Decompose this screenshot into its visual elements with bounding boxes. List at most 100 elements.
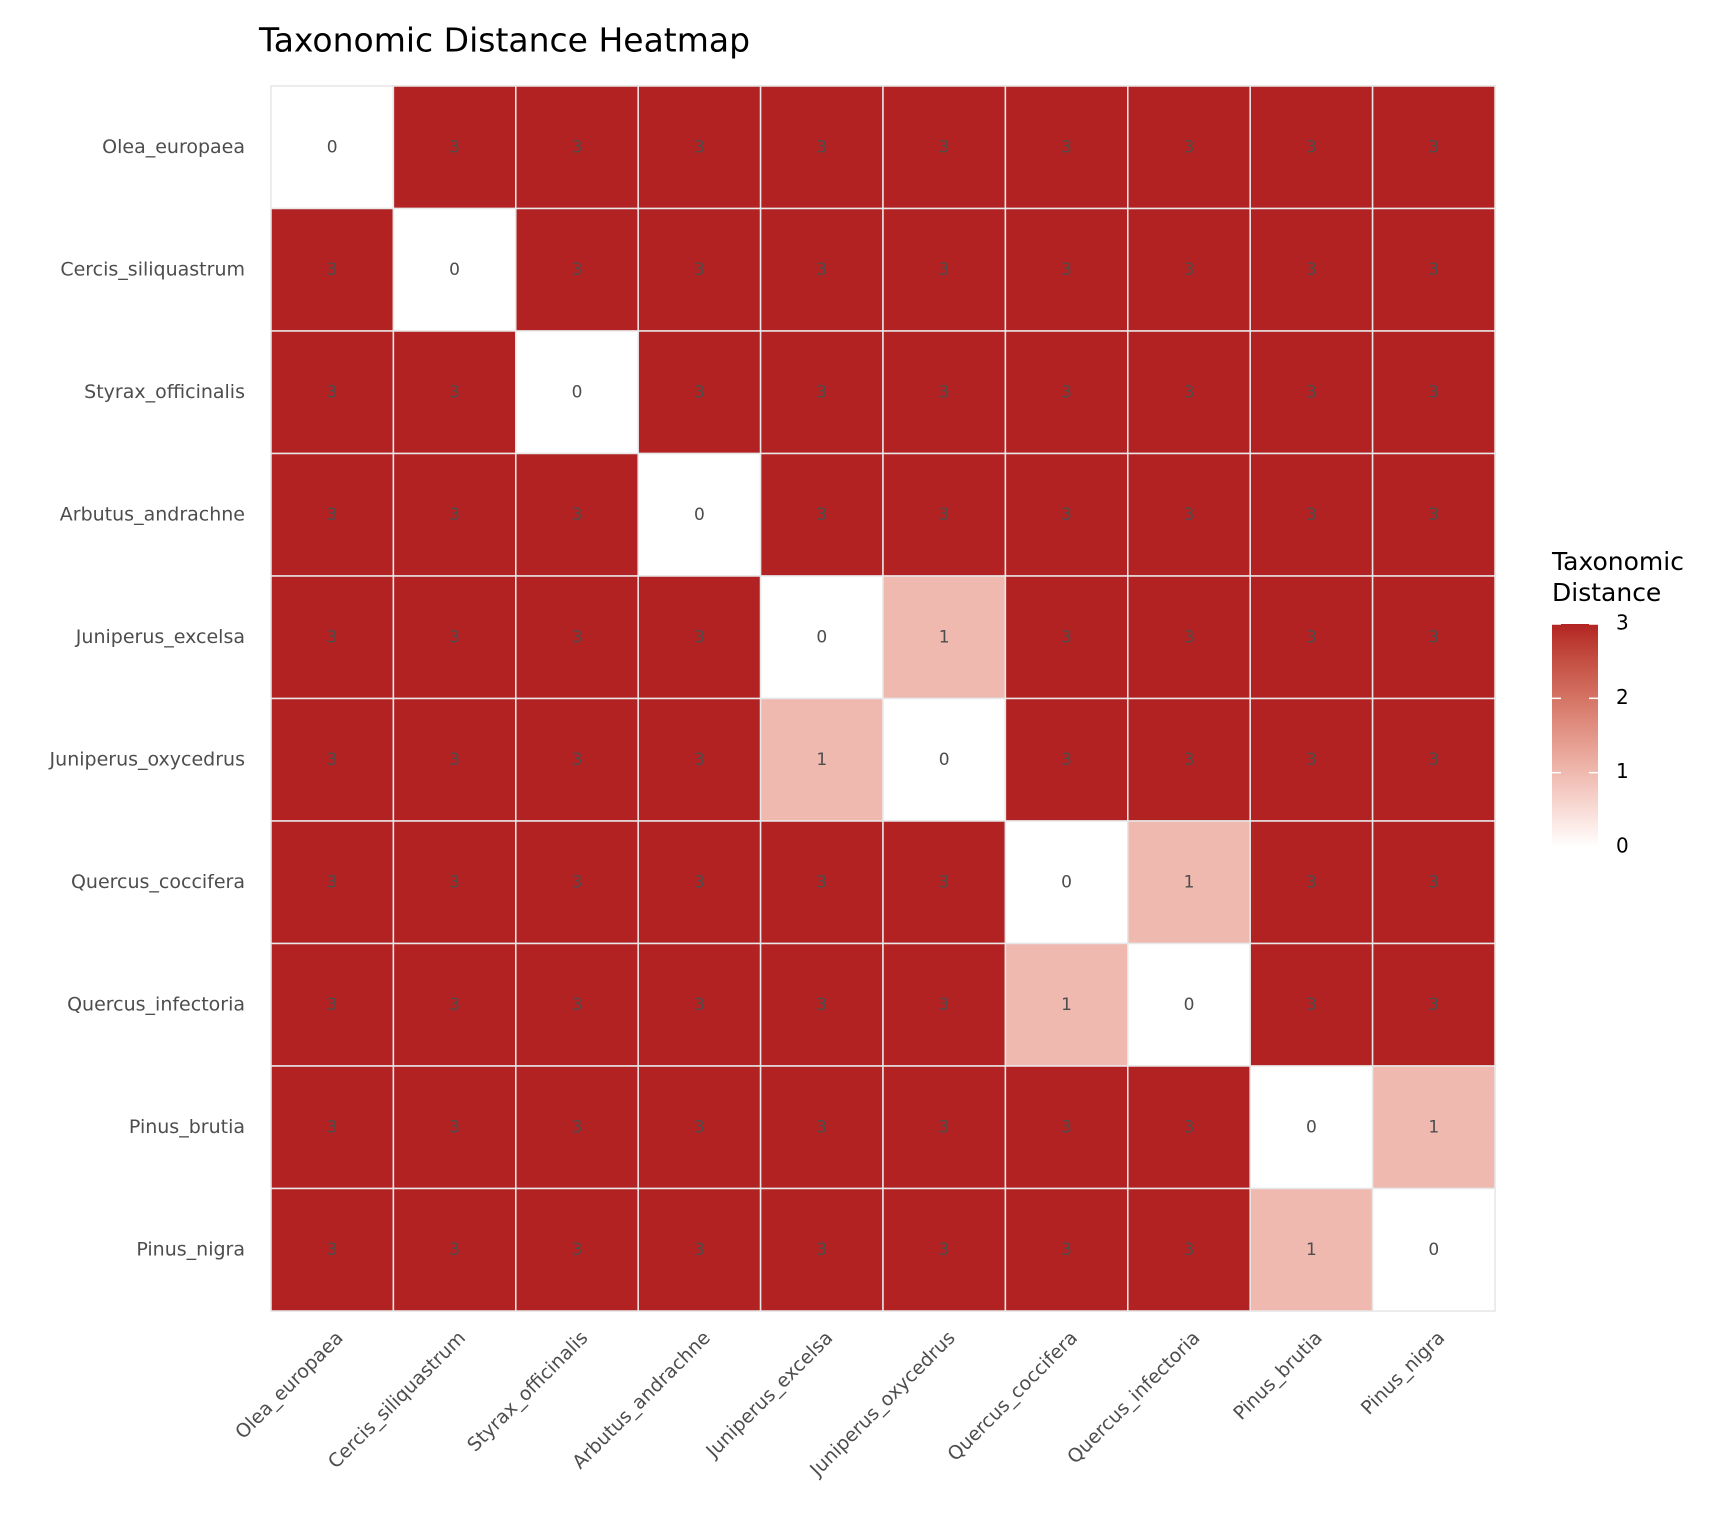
cell-label: 3	[1428, 137, 1439, 157]
cell-label: 3	[449, 505, 460, 525]
heatmap-cell	[270, 330, 395, 455]
heatmap-cell	[270, 1065, 395, 1190]
cell-label: 3	[327, 872, 338, 892]
heatmap-cell	[515, 697, 639, 822]
heatmap-cell	[1249, 330, 1374, 455]
heatmap-cell	[1371, 942, 1496, 1067]
cell-label: 3	[1184, 627, 1195, 647]
heatmap-cell	[1371, 330, 1496, 455]
heatmap-cell	[1004, 1065, 1129, 1190]
cell-label: 3	[1061, 1117, 1072, 1137]
heatmap-cell	[637, 942, 762, 1067]
heatmap-cell	[1249, 452, 1374, 577]
cell-label: 3	[572, 137, 583, 157]
heatmap-cell	[392, 1187, 517, 1312]
cell-label: 3	[449, 1117, 460, 1137]
cell-label: 3	[572, 505, 583, 525]
cell-label: 3	[1306, 137, 1317, 157]
cell-label: 3	[572, 872, 583, 892]
heatmap-cell	[1127, 452, 1251, 577]
heatmap-cell	[270, 575, 395, 700]
cell-label: 3	[1184, 750, 1195, 770]
cell-label: 3	[939, 505, 950, 525]
cell-label: 3	[449, 627, 460, 647]
cell-label: 3	[327, 260, 338, 280]
cell-label: 1	[1061, 995, 1072, 1015]
heatmap-cell	[759, 452, 884, 577]
cell-label: 3	[694, 382, 705, 402]
heatmap-cell	[1127, 207, 1251, 332]
y-tick-label: Arbutus_andrachne	[60, 503, 245, 525]
heatmap-cell	[392, 330, 517, 455]
cell-label: 3	[939, 260, 950, 280]
heatmap-cell	[882, 1065, 1007, 1190]
chart-title: Taxonomic Distance Heatmap	[258, 21, 750, 60]
cell-label: 0	[1061, 872, 1072, 892]
heatmap-cell	[882, 697, 1007, 822]
heatmap-cell	[1004, 1187, 1129, 1312]
cell-label: 3	[694, 137, 705, 157]
cell-label: 3	[1184, 1117, 1195, 1137]
cell-label: 3	[572, 995, 583, 1015]
cell-label: 3	[816, 1117, 827, 1137]
cell-label: 3	[449, 995, 460, 1015]
cell-label: 3	[816, 137, 827, 157]
cell-label: 3	[327, 750, 338, 770]
heatmap-cell	[1127, 942, 1251, 1067]
heatmap-cell	[515, 1065, 639, 1190]
x-tick-label: Styrax_officinalis	[463, 1327, 592, 1456]
cell-label: 3	[1428, 260, 1439, 280]
cell-label: 3	[1184, 505, 1195, 525]
cell-label: 3	[1184, 1240, 1195, 1260]
cell-label: 3	[939, 995, 950, 1015]
heatmap-cell	[759, 575, 884, 700]
heatmap-cell	[1371, 85, 1496, 210]
heatmap-cell	[270, 452, 395, 577]
cell-label: 3	[327, 505, 338, 525]
heatmap-cell	[1249, 1187, 1374, 1312]
cell-label: 3	[1306, 382, 1317, 402]
cell-label: 3	[939, 137, 950, 157]
heatmap-cell	[392, 452, 517, 577]
colorbar	[1552, 624, 1598, 847]
cell-label: 3	[572, 1117, 583, 1137]
cell-label: 3	[816, 382, 827, 402]
heatmap-cell	[759, 207, 884, 332]
heatmap-cell	[1371, 1187, 1496, 1312]
y-tick-label: Cercis_siliquastrum	[60, 258, 245, 280]
cell-label: 0	[1184, 995, 1195, 1015]
heatmap-cell	[882, 207, 1007, 332]
cell-label: 3	[1061, 505, 1072, 525]
heatmap-cell	[270, 820, 395, 945]
cell-label: 3	[694, 872, 705, 892]
cell-label: 3	[939, 1240, 950, 1260]
heatmap-cell	[1127, 820, 1251, 945]
cell-label: 3	[694, 750, 705, 770]
heatmap-cell	[392, 207, 517, 332]
y-tick-label: Pinus_brutia	[129, 1116, 245, 1138]
cell-label: 3	[694, 1117, 705, 1137]
heatmap-cell	[759, 697, 884, 822]
cell-label: 3	[449, 750, 460, 770]
cell-label: 0	[572, 382, 583, 402]
heatmap-cell	[637, 575, 762, 700]
cell-label: 3	[449, 1240, 460, 1260]
cell-label: 3	[1061, 382, 1072, 402]
y-tick-label: Olea_europaea	[102, 136, 245, 158]
heatmap-cell	[882, 330, 1007, 455]
heatmap-cell	[1371, 575, 1496, 700]
cell-label: 3	[1306, 505, 1317, 525]
cell-label: 3	[694, 627, 705, 647]
cell-label: 3	[816, 872, 827, 892]
cell-label: 3	[1184, 260, 1195, 280]
cell-label: 3	[327, 627, 338, 647]
x-tick-label: Pinus_brutia	[1229, 1327, 1327, 1425]
cell-label: 3	[939, 382, 950, 402]
cell-label: 3	[1306, 872, 1317, 892]
heatmap-cell	[392, 575, 517, 700]
cell-label: 3	[1061, 750, 1072, 770]
heatmap-cell	[1127, 85, 1251, 210]
cell-label: 3	[939, 872, 950, 892]
heatmap-cell	[392, 85, 517, 210]
